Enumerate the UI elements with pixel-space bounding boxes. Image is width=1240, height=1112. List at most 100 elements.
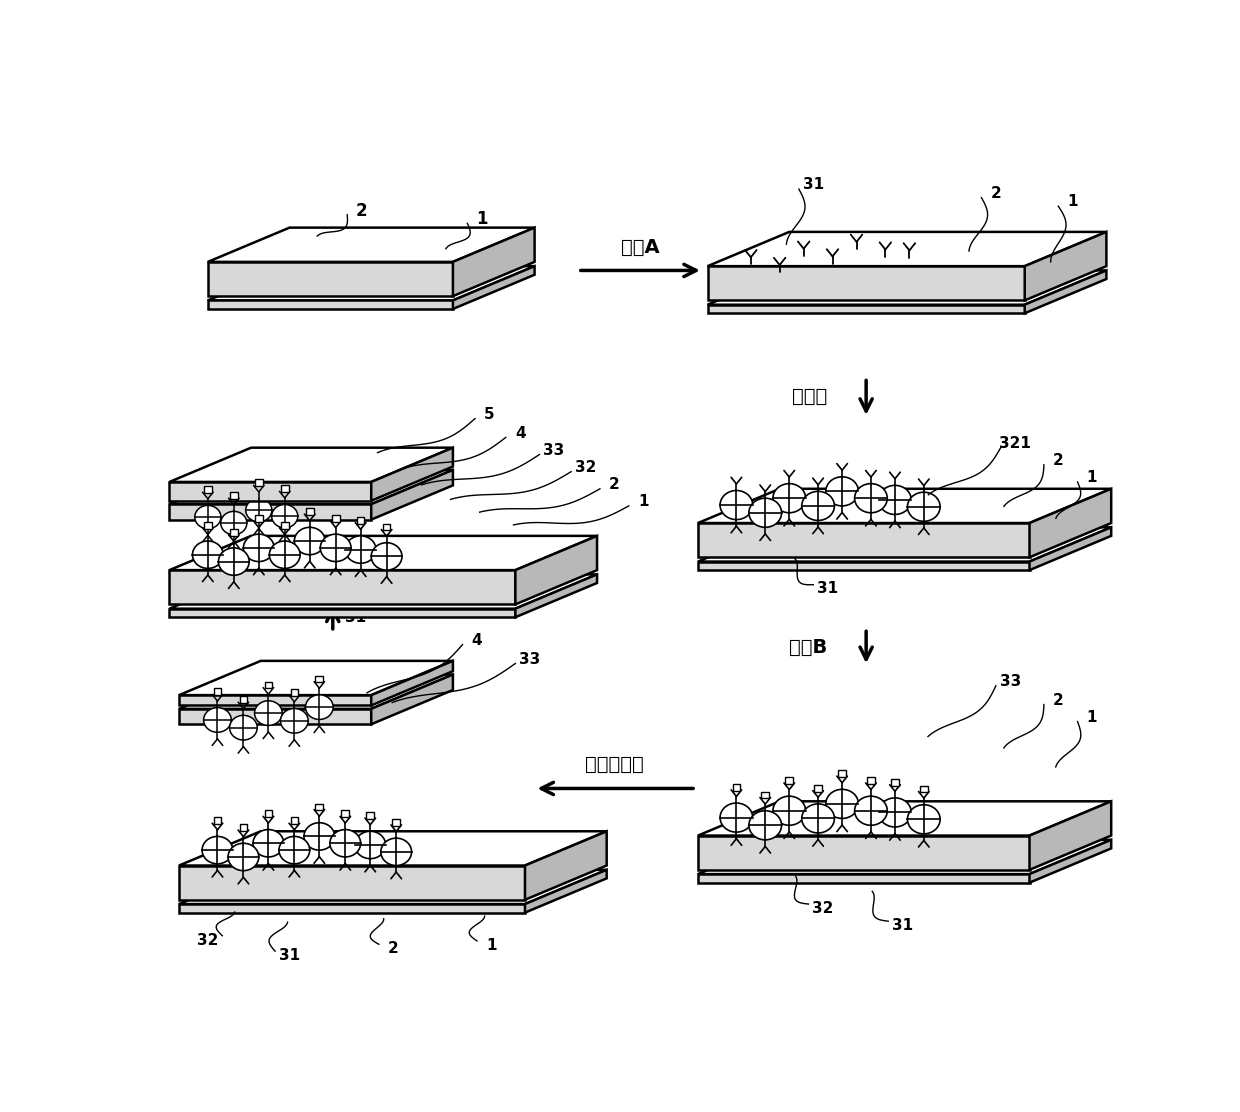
Polygon shape [170,536,596,570]
Circle shape [253,830,284,857]
Bar [785,777,794,784]
Polygon shape [698,527,1111,562]
Circle shape [355,832,386,858]
Circle shape [345,536,376,564]
Circle shape [854,484,888,513]
Text: 33: 33 [543,443,564,458]
Polygon shape [170,570,516,604]
Polygon shape [698,802,1111,835]
Text: 1: 1 [486,937,496,953]
Polygon shape [1029,840,1111,883]
Circle shape [192,542,223,568]
Polygon shape [708,270,1106,305]
Polygon shape [371,448,453,500]
Bar [920,785,928,793]
Text: 31: 31 [892,919,913,933]
Text: 量子点: 量子点 [792,387,828,406]
Circle shape [720,803,753,832]
Circle shape [749,811,781,840]
Circle shape [228,843,259,871]
Text: 配体A: 配体A [621,238,660,257]
Bar [367,812,374,818]
Text: 1: 1 [476,210,487,228]
Text: 1: 1 [637,494,649,509]
Circle shape [802,804,835,833]
Polygon shape [698,835,1029,870]
Polygon shape [170,481,371,500]
Polygon shape [698,489,1111,523]
Circle shape [381,838,412,865]
Bar [229,493,238,499]
Text: 321: 321 [999,436,1030,450]
Text: 2: 2 [1053,453,1064,468]
Bar [239,824,247,831]
Polygon shape [1029,802,1111,870]
Text: 4: 4 [471,633,482,648]
Circle shape [202,836,233,864]
Polygon shape [208,261,453,296]
Text: 空穴传输层: 空穴传输层 [585,755,644,774]
Text: 33: 33 [520,652,541,667]
Circle shape [203,707,232,733]
Bar [281,485,289,493]
Bar [315,676,324,683]
Polygon shape [516,536,596,604]
Bar [892,778,899,785]
Polygon shape [179,865,525,900]
Bar [315,804,324,811]
Text: 2: 2 [1053,693,1064,707]
Polygon shape [208,300,453,309]
Polygon shape [170,470,453,504]
Polygon shape [371,675,453,724]
Text: 32: 32 [575,460,596,475]
Polygon shape [179,870,606,904]
Polygon shape [1024,270,1106,314]
Polygon shape [179,904,525,913]
Circle shape [320,534,351,562]
Text: 1: 1 [1086,470,1097,485]
Bar [213,817,221,824]
Circle shape [879,798,911,827]
Bar [255,479,263,486]
Circle shape [243,534,274,562]
Polygon shape [708,232,1106,266]
Polygon shape [698,840,1111,874]
Text: 4: 4 [515,426,526,440]
Bar [761,792,769,798]
Polygon shape [516,575,596,617]
Circle shape [908,493,940,522]
Circle shape [221,512,247,535]
Bar [264,682,273,688]
Bar [332,515,340,522]
Bar [255,515,263,522]
Circle shape [749,498,781,527]
Circle shape [908,805,940,834]
Circle shape [720,490,753,519]
Text: 2: 2 [609,477,620,492]
Bar [290,689,298,696]
Bar [229,528,238,536]
Text: 1: 1 [1086,709,1097,725]
Text: 32: 32 [812,901,833,916]
Bar [290,817,298,824]
Circle shape [272,505,298,528]
Text: 2: 2 [991,186,1001,201]
Circle shape [802,492,835,520]
Bar [205,522,212,528]
Polygon shape [708,266,1024,300]
Circle shape [826,790,858,818]
Polygon shape [453,266,534,309]
Bar [341,811,350,817]
Text: 33: 33 [999,674,1021,689]
Polygon shape [1029,489,1111,557]
Circle shape [304,823,335,850]
Circle shape [246,498,272,522]
Text: 31: 31 [345,609,366,625]
Text: 2: 2 [356,201,367,219]
Bar [392,818,401,826]
Polygon shape [1029,527,1111,570]
Circle shape [773,484,806,513]
Text: 2: 2 [388,941,399,956]
Bar [357,517,365,524]
Polygon shape [708,305,1024,314]
